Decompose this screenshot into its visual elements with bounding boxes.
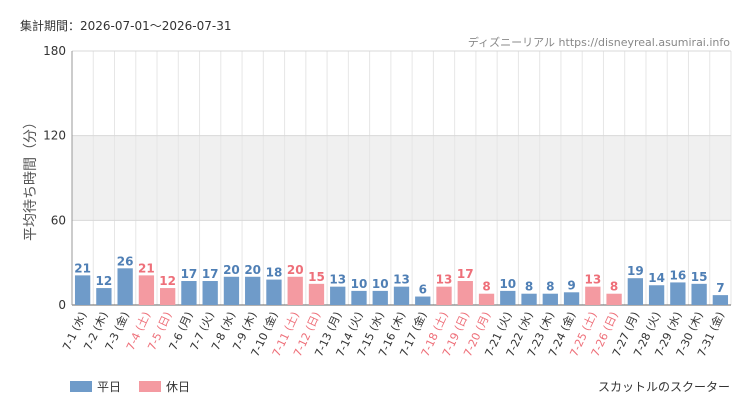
bar-7-8 (水) <box>223 276 240 305</box>
bar-7-25 (土) <box>585 286 601 305</box>
bar-7-10 (金) <box>266 279 282 305</box>
value-label: 13 <box>436 273 453 287</box>
value-label: 19 <box>627 264 644 278</box>
value-label: 9 <box>567 278 575 292</box>
value-label: 12 <box>96 274 113 288</box>
y-axis-title: 平均待ち時間（分） <box>23 115 39 241</box>
value-label: 21 <box>138 261 155 275</box>
value-label: 7 <box>716 281 724 295</box>
value-label: 8 <box>546 280 554 294</box>
period-label: 集計期間：2026-07-01〜2026-07-31 <box>20 19 232 33</box>
background-band <box>72 135 731 221</box>
value-label: 16 <box>670 268 687 282</box>
attraction-name: スカットルのスクーター <box>597 380 730 394</box>
value-label: 17 <box>202 267 219 281</box>
bar-7-30 (木) <box>691 283 707 305</box>
value-label: 10 <box>499 277 516 291</box>
value-label: 17 <box>457 267 474 281</box>
bar-7-27 (月) <box>627 278 643 305</box>
legend-item-weekday: 平日 <box>70 378 121 395</box>
legend-label-holiday: 休日 <box>166 380 191 394</box>
bar-7-6 (月) <box>181 281 197 305</box>
value-label: 20 <box>287 263 304 277</box>
bar-7-29 (水) <box>670 282 686 305</box>
value-label: 20 <box>223 263 240 277</box>
y-tick-label: 180 <box>43 44 66 58</box>
value-label: 10 <box>351 277 368 291</box>
y-tick-label: 0 <box>58 298 66 312</box>
bar-7-2 (木) <box>96 288 112 305</box>
bar-7-16 (木) <box>393 286 410 305</box>
value-label: 12 <box>159 274 176 288</box>
bar-7-17 (金) <box>415 296 431 305</box>
value-label: 15 <box>308 270 325 284</box>
y-tick-label: 120 <box>43 129 66 143</box>
legend: 平日 休日 <box>70 378 190 395</box>
bar-7-26 (日) <box>606 293 622 305</box>
value-label: 21 <box>74 261 91 275</box>
value-label: 8 <box>482 280 490 294</box>
bar-7-14 (火) <box>351 290 367 305</box>
bar-7-22 (水) <box>521 293 537 305</box>
y-tick-label: 60 <box>51 213 66 227</box>
bar-7-31 (金) <box>712 295 729 305</box>
legend-label-weekday: 平日 <box>97 380 122 394</box>
value-label: 13 <box>329 273 346 287</box>
source-label: ディズニーリアル https://disneyreal.asumirai.inf… <box>467 36 730 49</box>
bar-7-28 (火) <box>648 285 665 305</box>
bar-7-7 (火) <box>202 281 218 305</box>
value-label: 18 <box>266 266 283 280</box>
bar-7-4 (土) <box>138 275 155 305</box>
value-label: 8 <box>610 280 618 294</box>
bar-7-23 (木) <box>542 293 558 305</box>
value-label: 26 <box>117 254 134 268</box>
value-label: 6 <box>419 283 427 297</box>
value-label: 13 <box>584 273 601 287</box>
legend-item-holiday: 休日 <box>139 378 190 395</box>
bar-7-21 (火) <box>500 290 516 305</box>
bar-7-5 (日) <box>160 288 176 305</box>
bar-7-1 (水) <box>74 275 91 305</box>
value-label: 17 <box>181 267 198 281</box>
value-label: 20 <box>244 263 261 277</box>
bar-7-3 (金) <box>117 268 133 305</box>
legend-swatch-weekday <box>70 381 92 392</box>
bar-7-18 (土) <box>436 286 452 305</box>
bar-7-20 (月) <box>478 293 495 305</box>
value-label: 14 <box>648 271 665 285</box>
bar-7-12 (日) <box>308 283 325 305</box>
bar-7-15 (水) <box>372 290 388 305</box>
bar-7-11 (土) <box>287 276 303 305</box>
value-label: 8 <box>525 280 533 294</box>
bar-7-19 (日) <box>457 281 473 305</box>
value-label: 10 <box>372 277 389 291</box>
value-label: 13 <box>393 273 410 287</box>
legend-swatch-holiday <box>139 381 162 392</box>
bar-7-24 (金) <box>563 292 580 305</box>
bar-7-9 (木) <box>245 276 261 305</box>
bar-7-13 (月) <box>330 286 346 305</box>
value-label: 15 <box>691 270 708 284</box>
